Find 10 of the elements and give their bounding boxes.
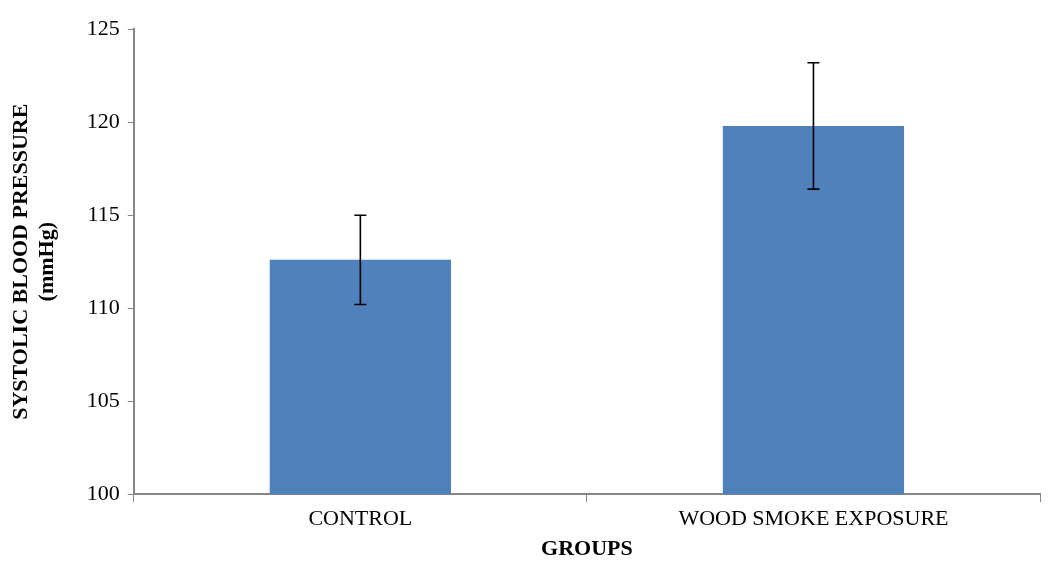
y-tick-label: 105: [86, 386, 120, 412]
x-tick-label: WOOD SMOKE EXPOSURE: [678, 505, 949, 531]
y-tick-label: 115: [87, 200, 120, 226]
x-axis-title: GROUPS: [541, 535, 633, 561]
x-tick-label: CONTROL: [308, 505, 413, 531]
y-axis-title: SYSTOLIC BLOOD PRESSURE (mmHg): [6, 103, 59, 420]
y-tick-label: 120: [86, 107, 120, 133]
y-tick-label: 125: [86, 14, 120, 40]
y-tick-label: 110: [87, 293, 120, 319]
y-tick-label: 100: [86, 479, 120, 505]
